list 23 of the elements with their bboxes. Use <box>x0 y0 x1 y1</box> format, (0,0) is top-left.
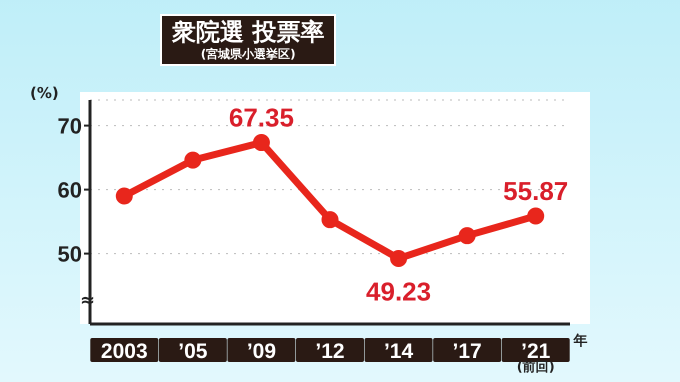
point <box>116 188 133 204</box>
data-label: 49.23 <box>366 276 432 307</box>
chart-subtitle: (宮城県小選挙区) <box>200 46 297 62</box>
point <box>390 250 408 268</box>
point <box>252 134 270 152</box>
y-axis-title: (%) <box>30 84 59 102</box>
y-tick-label: 70 <box>58 113 82 138</box>
y-tick-label: 60 <box>58 177 82 202</box>
x-tick-label: ’14 <box>384 340 414 363</box>
point <box>184 152 202 169</box>
data-label: 55.87 <box>503 176 568 206</box>
chart-title: 衆院選 投票率 <box>172 18 324 46</box>
point <box>322 211 338 228</box>
x-tick-label: ’12 <box>315 340 345 363</box>
x-tick-label: 2003 <box>100 340 148 363</box>
point <box>527 208 544 225</box>
point <box>458 227 476 244</box>
x-axis-title: 年 <box>574 332 588 350</box>
x-tick-label: ’05 <box>178 340 208 363</box>
x-tick-label: ’09 <box>246 340 276 363</box>
y-tick-label: 50 <box>58 241 82 266</box>
x-tick-label: ’17 <box>452 340 482 363</box>
data-label: 67.35 <box>228 102 294 133</box>
